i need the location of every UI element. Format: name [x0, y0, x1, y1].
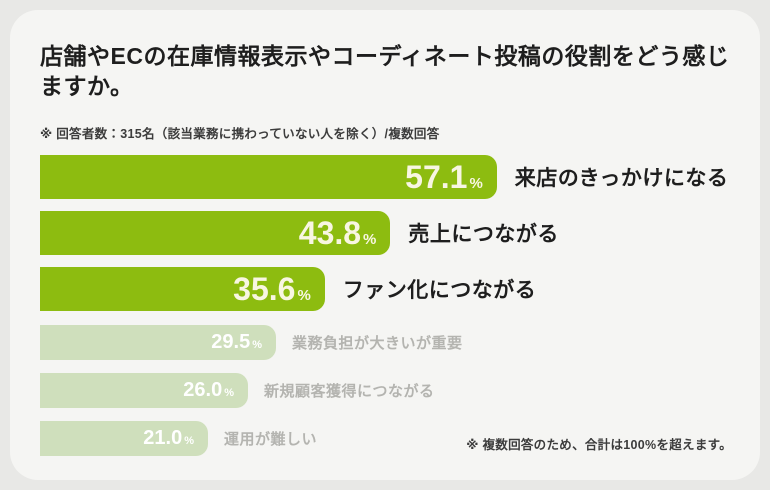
- bar-row: 57.1 % 来店のきっかけになる: [40, 154, 730, 199]
- bar-row: 21.0 % 運用が難しい: [40, 420, 730, 456]
- bar-row: 26.0 % 新規顧客獲得につながる: [40, 372, 730, 408]
- bar-value: 43.8 %: [299, 217, 377, 249]
- bar-label: 業務負担が大きいが重要: [292, 334, 463, 352]
- bar-value-unit: %: [363, 230, 377, 248]
- bar-value-unit: %: [224, 387, 234, 400]
- bar-row: 35.6 % ファン化につながる: [40, 266, 730, 311]
- bar-value-number: 35.6: [233, 270, 296, 307]
- bar-value-number: 29.5: [211, 331, 251, 354]
- multiple-answer-footnote: ※ 複数回答のため、合計は100%を超えます。: [466, 438, 732, 452]
- bar-value-unit: %: [184, 435, 194, 448]
- bar-value-number: 43.8: [298, 214, 362, 251]
- bar-value-number: 26.0: [183, 379, 223, 402]
- bar-value-number: 21.0: [143, 427, 183, 450]
- bar-label: 売上につながる: [408, 222, 559, 246]
- bar-value: 26.0 %: [183, 380, 234, 400]
- bar: 57.1 %: [40, 154, 497, 199]
- bar-value-number: 57.1: [405, 158, 468, 195]
- bar-value-unit: %: [469, 174, 483, 192]
- bar-value: 57.1 %: [405, 161, 483, 193]
- survey-card: 店舗やECの在庫情報表示やコーディネート投稿の役割をどう感じますか。 ※ 回答者…: [10, 10, 760, 480]
- bar-value: 29.5 %: [211, 332, 262, 352]
- bar-label: ファン化につながる: [342, 278, 537, 302]
- bar-value-unit: %: [297, 286, 311, 304]
- bar-value: 21.0 %: [143, 428, 194, 448]
- bar-label: 来店のきっかけになる: [514, 166, 729, 190]
- bar: 43.8 %: [40, 210, 391, 255]
- chart-title: 店舗やECの在庫情報表示やコーディネート投稿の役割をどう感じますか。: [40, 43, 730, 99]
- respondent-count-note: ※ 回答者数：315名（該当業務に携わっていない人を除く）/複数回答: [40, 126, 440, 141]
- bar-row: 29.5 % 業務負担が大きいが重要: [40, 324, 730, 360]
- bar: 29.5 %: [40, 324, 276, 360]
- bar: 26.0 %: [40, 372, 248, 408]
- bar-value: 35.6 %: [233, 273, 311, 305]
- bar-value-unit: %: [252, 339, 262, 352]
- bar: 35.6 %: [40, 266, 325, 311]
- bar-label: 運用が難しい: [224, 430, 318, 448]
- bar-label: 新規顧客獲得につながる: [264, 382, 435, 400]
- bar: 21.0 %: [40, 420, 208, 456]
- bar-row: 43.8 % 売上につながる: [40, 210, 730, 255]
- bar-chart: 57.1 % 来店のきっかけになる 43.8 % 売上につながる 35.6 % …: [40, 154, 730, 456]
